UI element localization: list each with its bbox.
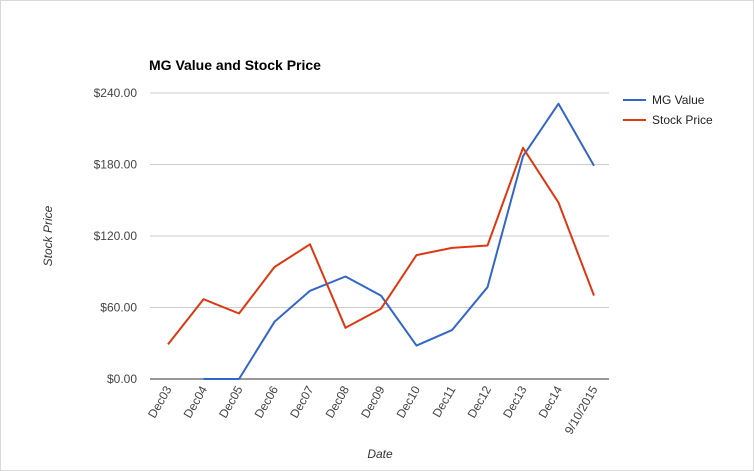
y-tick-label: $240.00 [94, 86, 138, 100]
x-tick-label: Dec04 [181, 383, 211, 420]
y-tick-label: $180.00 [94, 158, 138, 172]
x-tick-label: Dec11 [430, 383, 459, 420]
series-line [167, 146, 595, 346]
legend-label: Stock Price [652, 113, 713, 127]
x-axis-ticks: Dec03 Dec04 Dec05 Dec06 Dec07 Dec08 Dec09 Dec10… [145, 383, 601, 437]
gridlines [150, 92, 609, 308]
x-tick-label: Dec10 [394, 383, 424, 420]
x-tick-label: Dec12 [465, 383, 495, 420]
y-axis-ticks: $0.00 $60.00 $120.00 $180.00 $240.00 [94, 86, 138, 386]
x-tick-label: Dec08 [323, 383, 353, 420]
series-lines [167, 102, 595, 380]
x-tick-label: Dec13 [500, 383, 530, 420]
x-tick-label: Dec03 [145, 383, 175, 420]
series-line [203, 102, 595, 380]
y-tick-label: $120.00 [94, 229, 138, 243]
x-tick-label: Dec05 [216, 383, 246, 420]
chart-title: MG Value and Stock Price [149, 57, 321, 73]
y-tick-label: $60.00 [100, 301, 137, 315]
x-axis-title: Date [367, 447, 393, 461]
x-tick-label: Dec07 [287, 383, 317, 420]
legend: MG Value Stock Price [623, 93, 713, 127]
legend-label: MG Value [652, 93, 705, 107]
y-tick-label: $0.00 [107, 372, 137, 386]
x-tick-label: Dec09 [358, 383, 388, 420]
y-axis-title: Stock Price [41, 205, 55, 266]
x-tick-label: Dec14 [536, 383, 566, 420]
x-tick-label: Dec06 [252, 383, 282, 420]
x-tick-label: 9/10/2015 [562, 383, 601, 437]
